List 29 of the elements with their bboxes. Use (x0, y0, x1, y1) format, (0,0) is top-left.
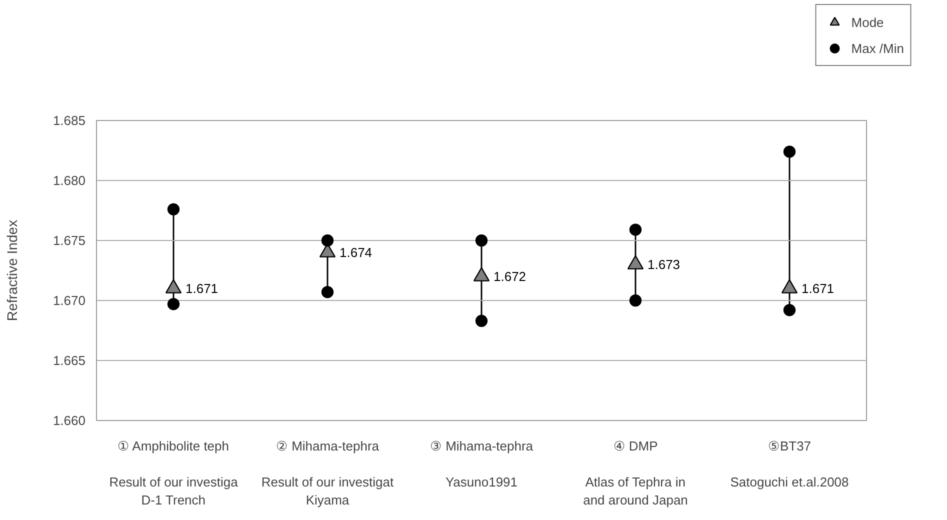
point (475, 234, 488, 247)
point (629, 294, 642, 307)
point (475, 314, 488, 327)
category-label: ③ Mihama-tephra Yasuno1991 (430, 438, 534, 490)
data-label: 1.673 (648, 257, 680, 272)
data-label: 1.671 (802, 281, 834, 296)
point (783, 304, 796, 316)
data-label: 1.672 (494, 269, 526, 284)
point (321, 234, 334, 247)
point (167, 203, 180, 216)
category-label: ② Mihama-tephra Result of our investigat Kiyama (261, 438, 394, 508)
point (629, 224, 642, 236)
y-tick-label: 1.685 (52, 113, 86, 128)
y-tick-label: 1.665 (52, 353, 86, 368)
y-axis-title: Refractive Index (4, 220, 20, 322)
data-label: 1.674 (340, 245, 372, 260)
category-label: ④ DMP Atlas of Tephra in and around Japan (583, 438, 688, 508)
category-label: ① Amphibolite teph Result of our investiga D-1 Trench (109, 438, 238, 508)
legend-label: Max /Min (851, 40, 904, 56)
y-tick-label: 1.675 (52, 233, 86, 248)
point (167, 298, 180, 310)
y-tick-label: 1.660 (52, 413, 86, 428)
y-tick-label: 1.680 (52, 173, 86, 188)
category-label: ⑤BT37 Satoguchi et.al.2008 (730, 438, 849, 490)
y-tick-label: 1.670 (52, 293, 86, 308)
data-label: 1.671 (186, 281, 218, 296)
legend-label: Mode (851, 14, 884, 30)
point (321, 286, 334, 298)
point (783, 146, 796, 158)
